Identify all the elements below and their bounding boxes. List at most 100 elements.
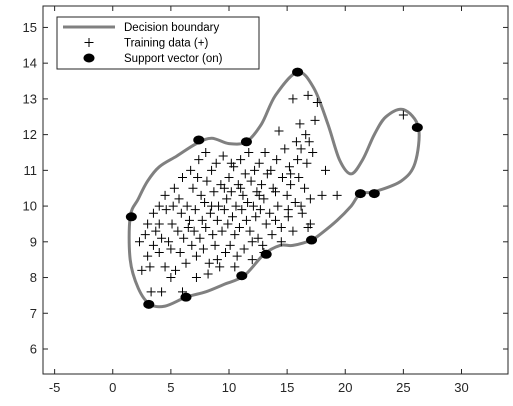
training-point xyxy=(231,201,241,211)
legend: Decision boundary Training data (+) Suppor… xyxy=(56,16,260,70)
training-point xyxy=(191,273,201,283)
training-point xyxy=(248,201,258,211)
training-point xyxy=(212,255,222,265)
training-point xyxy=(265,208,275,218)
y-tick-label: 12 xyxy=(23,127,37,142)
x-tick-label: 5 xyxy=(167,380,174,395)
legend-label: Support vector (on) xyxy=(124,53,223,65)
training-point xyxy=(250,165,260,175)
training-point xyxy=(283,205,293,215)
training-point xyxy=(277,172,287,182)
training-point xyxy=(258,240,268,250)
training-point xyxy=(236,155,246,165)
training-point xyxy=(143,251,153,261)
training-point xyxy=(398,110,408,120)
training-point xyxy=(286,180,296,190)
legend-plus-marker xyxy=(84,38,94,47)
training-point xyxy=(197,215,207,225)
training-point xyxy=(186,165,196,175)
training-point xyxy=(230,230,240,240)
training-point xyxy=(271,187,280,197)
training-point xyxy=(239,244,249,254)
training-point xyxy=(274,126,284,136)
training-point xyxy=(291,137,301,147)
support-vector-point xyxy=(306,235,318,245)
training-point xyxy=(217,226,227,236)
training-point xyxy=(305,194,315,204)
training-point xyxy=(191,251,201,261)
training-point xyxy=(232,251,242,261)
training-point xyxy=(234,223,244,233)
training-point xyxy=(183,223,193,233)
training-point xyxy=(201,223,211,233)
training-point xyxy=(157,287,167,297)
training-point xyxy=(225,240,235,250)
training-point xyxy=(146,287,156,297)
training-point xyxy=(247,237,257,247)
training-point xyxy=(240,169,250,179)
training-point xyxy=(161,205,171,215)
training-point xyxy=(179,233,189,243)
training-point xyxy=(169,183,179,193)
training-point xyxy=(189,226,199,236)
training-point xyxy=(219,205,229,215)
training-point xyxy=(310,115,320,125)
training-point xyxy=(238,190,248,200)
training-point xyxy=(288,226,298,236)
training-point xyxy=(301,130,311,140)
training-point xyxy=(241,215,251,225)
training-point xyxy=(157,233,167,243)
training-point xyxy=(261,219,271,229)
y-tick-label: 13 xyxy=(23,91,37,106)
training-point xyxy=(296,201,306,211)
training-point xyxy=(254,158,264,168)
training-point xyxy=(219,183,229,193)
training-point xyxy=(252,187,262,197)
training-point xyxy=(227,212,237,222)
training-point xyxy=(221,248,231,258)
support-vector-point xyxy=(125,212,137,222)
legend-dot-marker xyxy=(83,53,95,63)
training-point xyxy=(303,223,313,233)
training-point xyxy=(253,233,263,243)
training-point xyxy=(140,230,150,240)
training-point xyxy=(193,172,203,182)
legend-label: Decision boundary xyxy=(124,22,220,34)
training-point xyxy=(205,208,215,218)
training-point xyxy=(187,240,197,250)
x-tick-label: 0 xyxy=(109,380,116,395)
training-point xyxy=(244,147,254,157)
training-point xyxy=(293,155,303,165)
x-tick-label: -5 xyxy=(49,380,61,395)
training-point xyxy=(245,226,255,236)
y-tick-label: 10 xyxy=(23,199,37,214)
training-point xyxy=(284,162,294,172)
legend-label: Training data (+) xyxy=(124,38,208,50)
training-point xyxy=(151,226,161,236)
training-point xyxy=(198,244,208,254)
training-point xyxy=(223,219,233,229)
training-point xyxy=(203,269,213,279)
training-point xyxy=(268,183,278,193)
training-point xyxy=(212,215,222,225)
training-point xyxy=(195,233,205,243)
training-point xyxy=(167,219,177,229)
training-point xyxy=(288,94,298,104)
training-point xyxy=(266,165,276,175)
training-point xyxy=(276,223,286,233)
training-point xyxy=(194,155,204,165)
support-vector-point xyxy=(193,135,205,145)
x-tick-label: 10 xyxy=(222,380,236,395)
y-tick-label: 15 xyxy=(23,20,37,35)
training-point xyxy=(148,240,158,250)
x-tick-label: 30 xyxy=(454,380,468,395)
y-tick-label: 14 xyxy=(23,56,37,71)
training-point xyxy=(168,201,178,211)
training-point xyxy=(207,201,217,211)
training-point xyxy=(247,255,257,265)
training-point xyxy=(290,198,300,208)
y-tick-label: 7 xyxy=(30,306,37,321)
training-point xyxy=(137,265,147,275)
training-point xyxy=(134,237,144,247)
training-point xyxy=(237,205,247,215)
